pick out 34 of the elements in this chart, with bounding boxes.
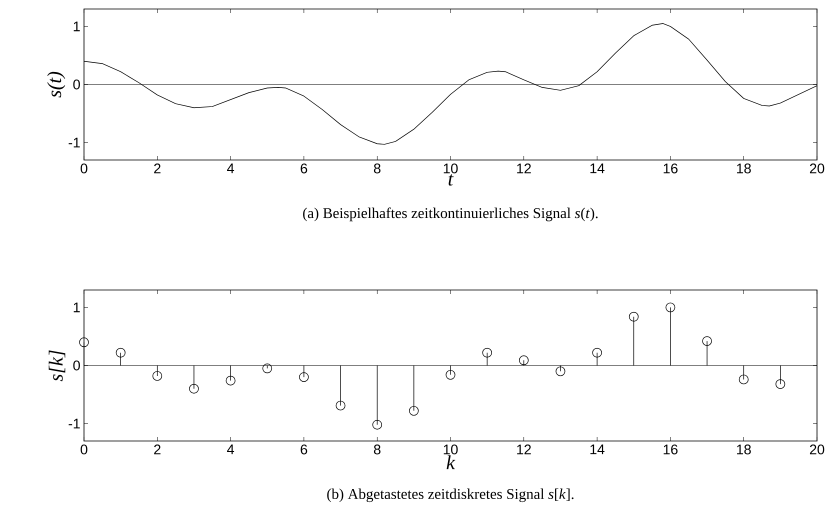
x-tick-label: 10 [444,164,458,174]
y-tick-label: 1 [74,22,80,32]
y-tick-label: 0 [73,80,80,90]
x-axis-title: k [446,455,456,470]
x-tick-label: 2 [154,444,160,454]
x-tick-label: 14 [590,164,604,174]
x-tick-label: 20 [810,444,824,454]
x-tick-label: 12 [517,164,531,174]
y-tick-label: 1 [74,302,80,312]
x-tick-label: 20 [810,164,824,174]
y-axis-title: s(t) [47,72,66,98]
x-tick-label: 14 [590,444,604,454]
x-tick-label: 2 [154,164,160,174]
x-tick-label: 0 [80,444,88,454]
x-tick-label: 0 [80,164,88,174]
x-tick-label: 16 [664,444,678,454]
x-tick-label: 6 [300,164,308,174]
y-tick-label: 0 [73,360,80,370]
x-tick-label: 10 [444,444,458,454]
y-axis-title: s[k] [48,350,66,382]
x-tick-label: 18 [737,444,751,454]
x-tick-label: 12 [517,444,531,454]
x-tick-label: 8 [374,164,380,174]
x-axis-title: t [448,174,454,186]
text: (a) Beispielhaftes zeitkontinuierliches Signal s(t). [303,208,598,222]
y-tick-label: -1 [68,138,80,148]
x-tick-label: 4 [227,444,234,454]
x-tick-label: 4 [227,164,234,174]
y-tick-label: -1 [68,418,80,428]
x-tick-label: 18 [737,164,751,174]
x-tick-label: 16 [664,164,678,174]
x-tick-label: 8 [374,444,380,454]
text: (b) Abgetastetes zeitdiskretes Signal s[k]. [327,488,574,502]
x-tick-label: 6 [300,444,308,454]
